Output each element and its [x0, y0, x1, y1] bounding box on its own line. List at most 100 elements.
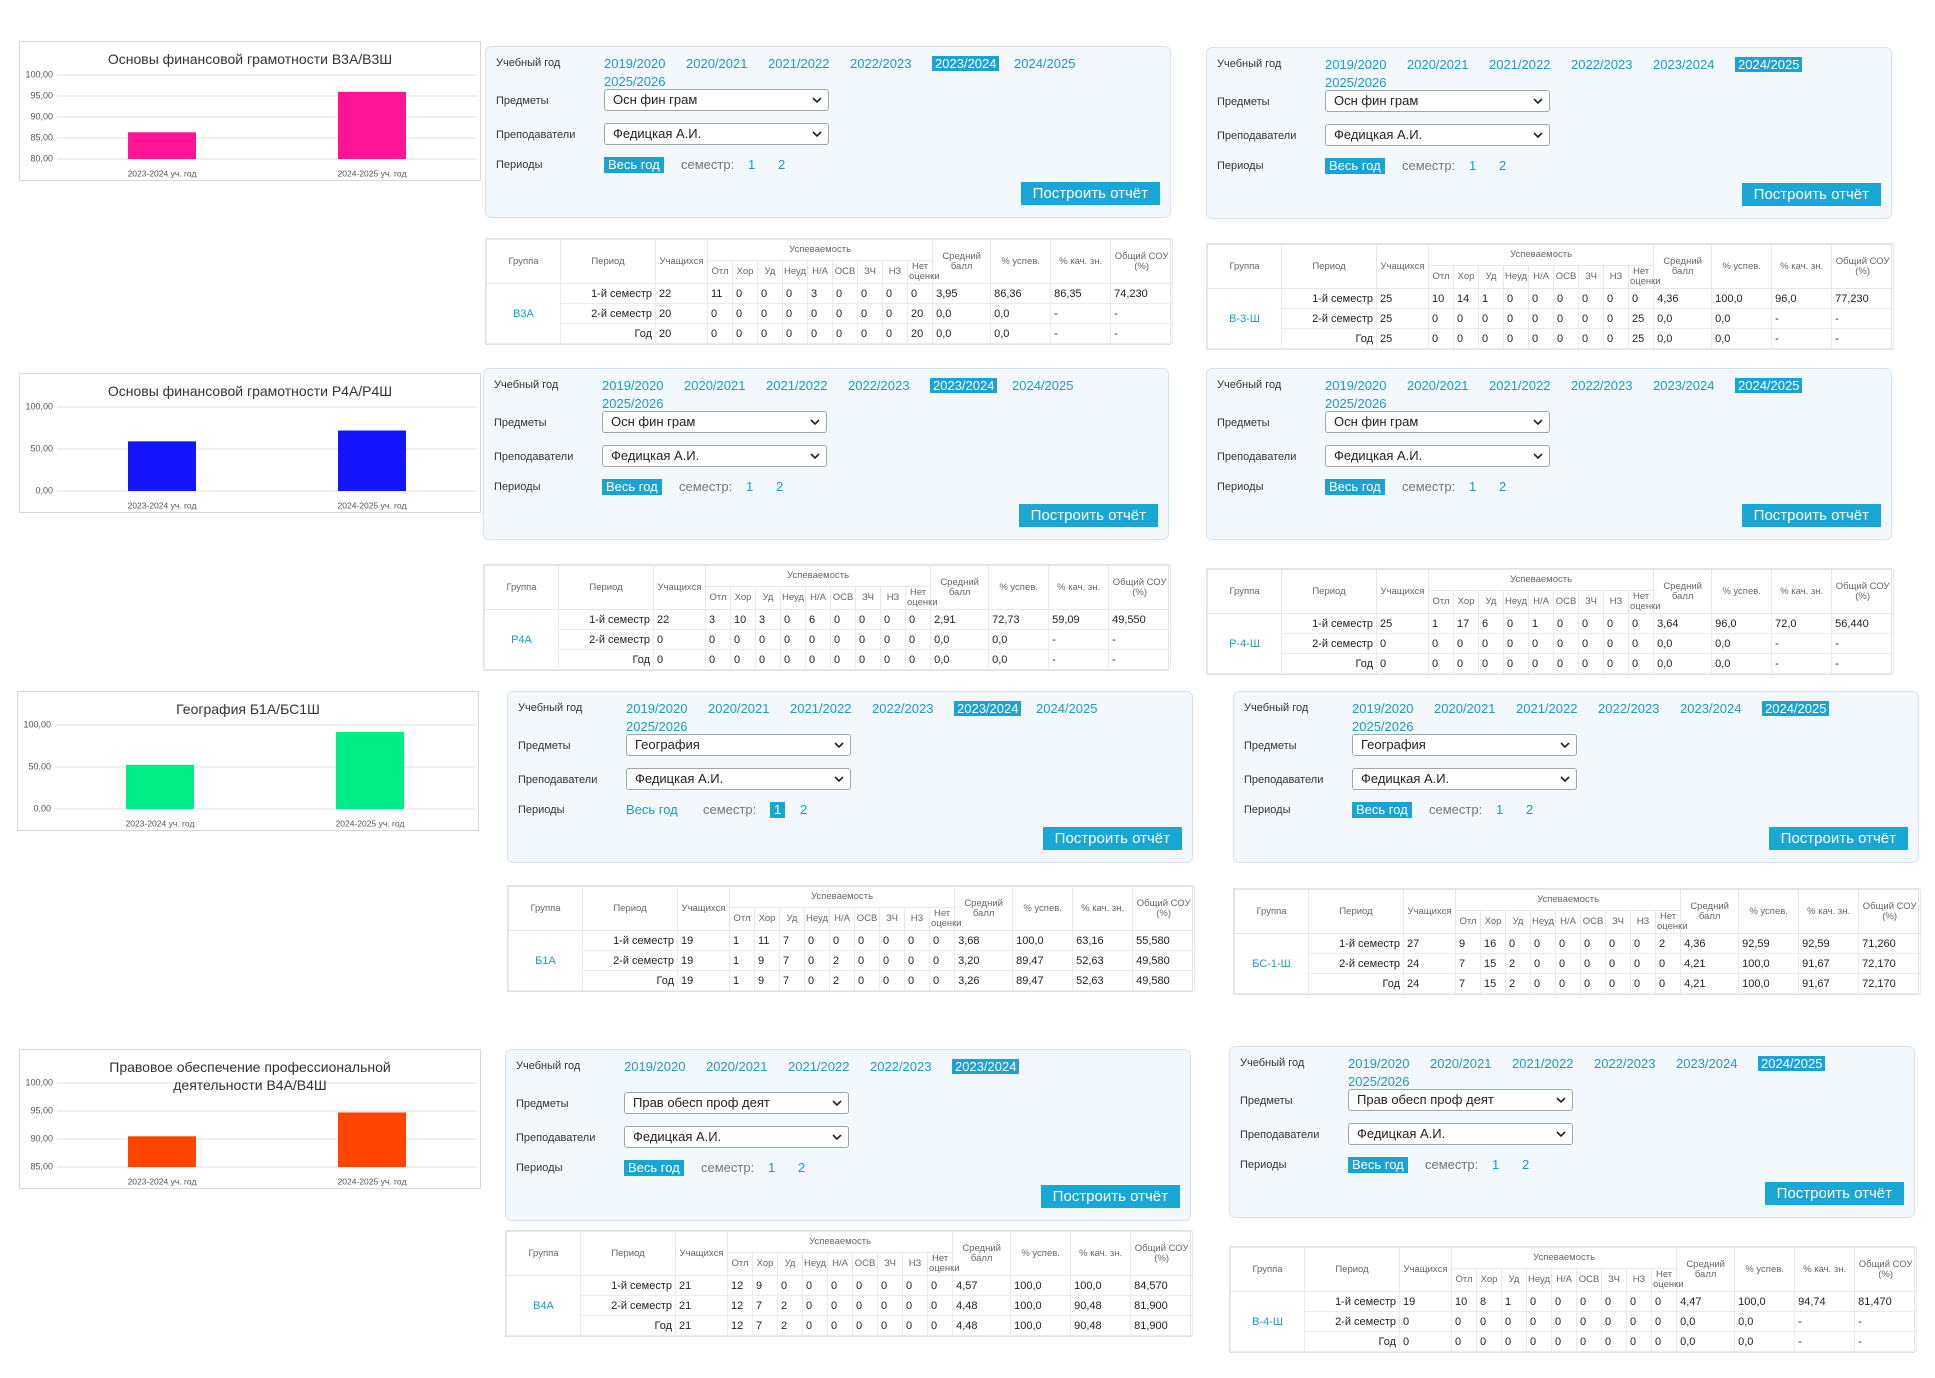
period-sem1[interactable]: 1: [748, 157, 756, 172]
year-link[interactable]: 2021/2022: [788, 1058, 870, 1076]
build-report-button[interactable]: Построить отчёт: [1768, 827, 1908, 850]
year-link[interactable]: 2020/2021: [708, 700, 790, 718]
period-whole-year[interactable]: Весь год: [602, 479, 662, 495]
teacher-select[interactable]: Федицкая А.И.: [626, 768, 851, 790]
period-sem1[interactable]: 1: [770, 802, 786, 818]
period-sem2[interactable]: 2: [776, 479, 784, 494]
period-sem2[interactable]: 2: [800, 802, 808, 817]
build-report-button[interactable]: Построить отчёт: [1764, 1182, 1904, 1205]
group-link[interactable]: Б1А: [508, 930, 583, 991]
year-link[interactable]: 2021/2022: [768, 55, 850, 73]
year-link[interactable]: 2025/2026: [626, 718, 708, 736]
year-link[interactable]: 2019/2020: [1325, 377, 1407, 395]
group-link[interactable]: Р4А: [484, 609, 559, 670]
period-sem2[interactable]: 2: [1499, 158, 1507, 173]
period-sem1[interactable]: 1: [1492, 1157, 1500, 1172]
year-link[interactable]: 2021/2022: [1489, 56, 1571, 74]
year-link[interactable]: 2024/2025: [1762, 700, 1844, 718]
year-link[interactable]: 2025/2026: [1325, 74, 1407, 92]
year-link[interactable]: 2020/2021: [1430, 1055, 1512, 1073]
period-whole-year[interactable]: Весь год: [1352, 802, 1412, 818]
teacher-select[interactable]: Федицкая А.И.: [1348, 1123, 1573, 1145]
subject-select[interactable]: География: [1352, 734, 1577, 756]
year-link[interactable]: 2024/2025: [1735, 377, 1817, 395]
year-link[interactable]: 2019/2020: [602, 377, 684, 395]
build-report-button[interactable]: Построить отчёт: [1741, 183, 1881, 206]
year-link[interactable]: 2020/2021: [1407, 377, 1489, 395]
build-report-button[interactable]: Построить отчёт: [1040, 1185, 1180, 1208]
period-sem2[interactable]: 2: [798, 1160, 806, 1175]
teacher-select[interactable]: Федицкая А.И.: [624, 1126, 849, 1148]
period-whole-year[interactable]: Весь год: [1325, 479, 1385, 495]
year-link[interactable]: 2022/2023: [872, 700, 954, 718]
period-whole-year[interactable]: Весь год: [626, 802, 678, 817]
year-link[interactable]: 2025/2026: [1348, 1073, 1430, 1091]
year-link[interactable]: 2022/2023: [1594, 1055, 1676, 1073]
year-link[interactable]: 2019/2020: [1352, 700, 1434, 718]
year-link[interactable]: 2022/2023: [1571, 377, 1653, 395]
group-link[interactable]: В4А: [506, 1275, 581, 1336]
year-link[interactable]: 2021/2022: [1489, 377, 1571, 395]
group-link[interactable]: Р-4-Ш: [1207, 613, 1282, 674]
year-link[interactable]: 2023/2024: [1680, 700, 1762, 718]
year-link[interactable]: 2023/2024: [1653, 377, 1735, 395]
year-link[interactable]: 2023/2024: [932, 55, 1014, 73]
year-link[interactable]: 2025/2026: [1352, 718, 1434, 736]
year-link[interactable]: 2020/2021: [686, 55, 768, 73]
period-sem2[interactable]: 2: [1526, 802, 1534, 817]
year-link[interactable]: 2022/2023: [1598, 700, 1680, 718]
year-link[interactable]: 2025/2026: [604, 73, 686, 91]
subject-select[interactable]: Осн фин грам: [602, 411, 827, 433]
year-link[interactable]: 2023/2024: [930, 377, 1012, 395]
year-link[interactable]: 2019/2020: [604, 55, 686, 73]
period-sem1[interactable]: 1: [746, 479, 754, 494]
year-link[interactable]: 2024/2025: [1036, 700, 1118, 718]
period-sem2[interactable]: 2: [1522, 1157, 1530, 1172]
year-link[interactable]: 2023/2024: [1676, 1055, 1758, 1073]
year-link[interactable]: 2021/2022: [1512, 1055, 1594, 1073]
year-link[interactable]: 2024/2025: [1758, 1055, 1840, 1073]
period-whole-year[interactable]: Весь год: [604, 157, 664, 173]
year-link[interactable]: 2022/2023: [870, 1058, 952, 1076]
teacher-select[interactable]: Федицкая А.И.: [1325, 445, 1550, 467]
teacher-select[interactable]: Федицкая А.И.: [602, 445, 827, 467]
build-report-button[interactable]: Построить отчёт: [1020, 182, 1160, 205]
year-link[interactable]: 2020/2021: [684, 377, 766, 395]
year-link[interactable]: 2021/2022: [790, 700, 872, 718]
group-link[interactable]: БС-1-Ш: [1234, 933, 1309, 994]
year-link[interactable]: 2021/2022: [766, 377, 848, 395]
year-link[interactable]: 2025/2026: [1325, 395, 1407, 413]
subject-select[interactable]: Осн фин грам: [1325, 411, 1550, 433]
group-link[interactable]: В-3-Ш: [1207, 288, 1282, 349]
year-link[interactable]: 2019/2020: [624, 1058, 706, 1076]
year-link[interactable]: 2020/2021: [1434, 700, 1516, 718]
year-link[interactable]: 2023/2024: [952, 1058, 1034, 1076]
year-link[interactable]: 2024/2025: [1014, 55, 1096, 73]
subject-select[interactable]: География: [626, 734, 851, 756]
period-whole-year[interactable]: Весь год: [1325, 158, 1385, 174]
period-whole-year[interactable]: Весь год: [624, 1160, 684, 1176]
year-link[interactable]: 2019/2020: [626, 700, 708, 718]
period-sem2[interactable]: 2: [1499, 479, 1507, 494]
year-link[interactable]: 2020/2021: [1407, 56, 1489, 74]
year-link[interactable]: 2022/2023: [850, 55, 932, 73]
subject-select[interactable]: Прав обесп проф деят: [1348, 1089, 1573, 1111]
period-sem1[interactable]: 1: [1496, 802, 1504, 817]
year-link[interactable]: 2025/2026: [602, 395, 684, 413]
year-link[interactable]: 2019/2020: [1348, 1055, 1430, 1073]
build-report-button[interactable]: Построить отчёт: [1741, 504, 1881, 527]
build-report-button[interactable]: Построить отчёт: [1042, 827, 1182, 850]
teacher-select[interactable]: Федицкая А.И.: [1352, 768, 1577, 790]
year-link[interactable]: 2023/2024: [954, 700, 1036, 718]
group-link[interactable]: В-4-Ш: [1230, 1291, 1305, 1352]
year-link[interactable]: 2023/2024: [1653, 56, 1735, 74]
period-sem2[interactable]: 2: [778, 157, 786, 172]
period-sem1[interactable]: 1: [768, 1160, 776, 1175]
period-whole-year[interactable]: Весь год: [1348, 1157, 1408, 1173]
period-sem1[interactable]: 1: [1469, 158, 1477, 173]
subject-select[interactable]: Осн фин грам: [1325, 90, 1550, 112]
period-sem1[interactable]: 1: [1469, 479, 1477, 494]
group-link[interactable]: В3А: [486, 283, 561, 344]
year-link[interactable]: 2020/2021: [706, 1058, 788, 1076]
teacher-select[interactable]: Федицкая А.И.: [604, 123, 829, 145]
